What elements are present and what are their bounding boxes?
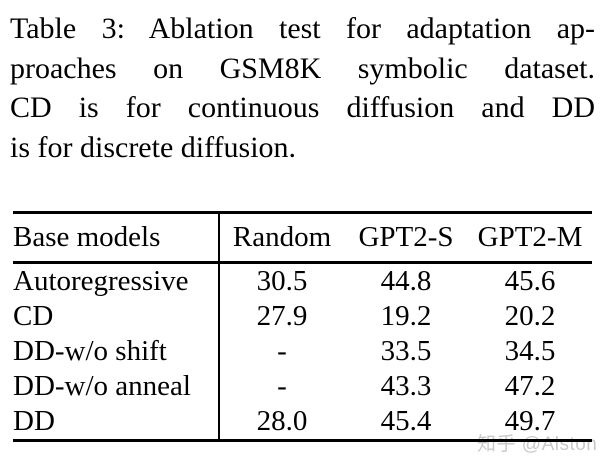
value-cell: 43.3 [380, 370, 432, 402]
value-cell: 34.5 [504, 335, 556, 367]
value-cell: 33.5 [380, 335, 432, 367]
value-cell: 30.5 [256, 265, 308, 297]
value-cell: - [277, 370, 287, 402]
table-caption: Table 3: Ablation test for adaptation ap… [0, 0, 595, 167]
header-base-models: Base models [13, 212, 220, 263]
row-label-cell: DD-w/o shift [13, 334, 220, 369]
value-cell: 19.2 [380, 300, 432, 332]
header-gpt2-s: GPT2-S [358, 221, 454, 253]
table-row-dd-wo-shift: DD-w/o shift - 33.5 34.5 [13, 334, 592, 369]
value-cell: - [277, 335, 287, 367]
row-label-cell: Autoregressive [13, 262, 220, 299]
table-head: Base models Random GPT2-S GPT2-M [13, 212, 592, 263]
row-label-cell: DD-w/o anneal [13, 369, 220, 404]
table-row-dd: DD 28.0 45.4 49.7 [13, 404, 592, 441]
table-body: Autoregressive 30.5 44.8 45.6 CD 27.9 19… [13, 262, 592, 441]
value-cell: 49.7 [504, 405, 556, 437]
value-cell: 45.6 [504, 265, 556, 297]
row-label-cell: CD [13, 299, 220, 334]
value-cell: 20.2 [504, 300, 556, 332]
table-row-cd: CD 27.9 19.2 20.2 [13, 299, 592, 334]
caption-line-3: CD is for continuous diffusion and DD [10, 91, 595, 124]
ablation-results-table: Base models Random GPT2-S GPT2-M Autoreg… [13, 211, 592, 442]
caption-line-4: is for discrete diffusion. [10, 130, 297, 164]
table-row-dd-wo-anneal: DD-w/o anneal - 43.3 47.2 [13, 369, 592, 404]
header-random: Random [232, 221, 332, 253]
table-row-autoregressive: Autoregressive 30.5 44.8 45.6 [13, 262, 592, 299]
caption-line-2: proaches on GSM8K symbolic dataset. [10, 51, 595, 85]
value-cell: 27.9 [256, 300, 308, 332]
caption-line-1: Table 3: Ablation test for adaptation ap… [10, 12, 595, 45]
value-cell: 28.0 [256, 405, 308, 437]
value-cell: 44.8 [380, 265, 432, 297]
row-label-cell: DD [13, 404, 220, 441]
header-row: Base models Random GPT2-S GPT2-M [13, 212, 592, 263]
figure-content: Table 3: Ablation test for adaptation ap… [0, 0, 595, 442]
value-cell: 47.2 [504, 370, 556, 402]
header-gpt2-m: GPT2-M [477, 221, 583, 253]
value-cell: 45.4 [380, 405, 432, 437]
